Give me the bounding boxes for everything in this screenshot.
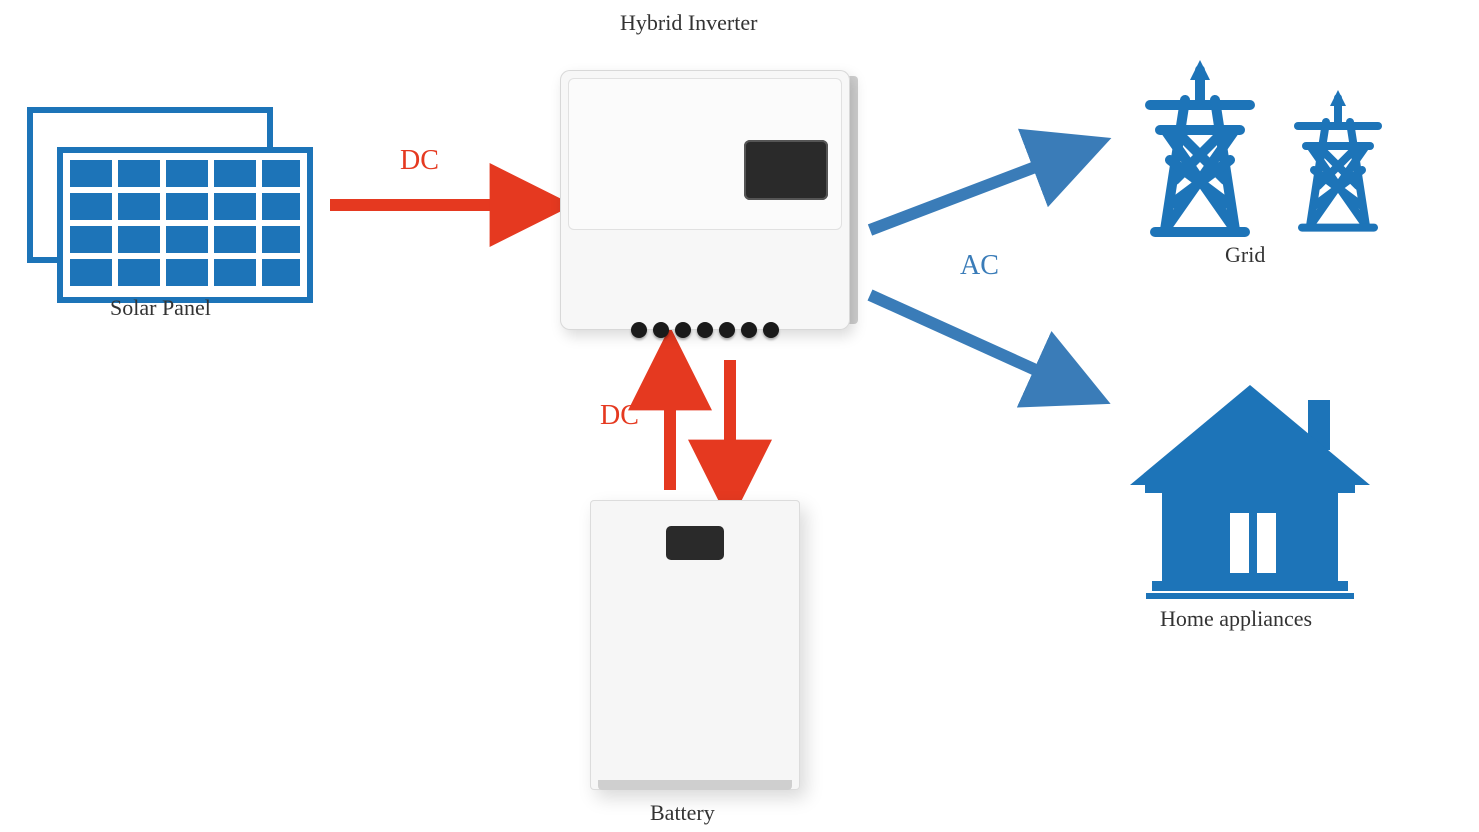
flow-label-ac: AC: [960, 250, 999, 282]
grid-tower-icon: [1150, 60, 1378, 232]
flow-label-dc-center: DC: [600, 400, 639, 432]
label-inverter: Hybrid Inverter: [620, 10, 757, 36]
solar-panel-icon: [30, 110, 310, 300]
hybrid-inverter-device: [560, 70, 850, 330]
label-home: Home appliances: [1160, 606, 1312, 632]
house-icon: [1130, 385, 1370, 599]
flow-label-dc-left: DC: [400, 145, 439, 177]
arrow-inverter-to-home: [870, 295, 1080, 390]
label-battery: Battery: [650, 800, 715, 826]
arrow-inverter-to-grid: [870, 150, 1080, 230]
battery-device: [590, 500, 800, 790]
label-grid: Grid: [1225, 242, 1265, 268]
label-solar: Solar Panel: [110, 295, 211, 321]
